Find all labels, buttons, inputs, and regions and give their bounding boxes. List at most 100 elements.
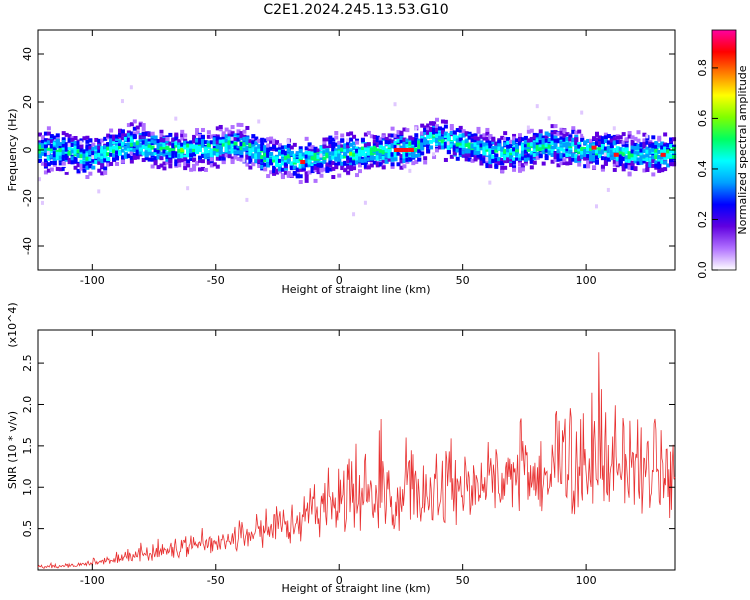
heatmap-cell bbox=[236, 135, 241, 140]
heatmap-cell bbox=[224, 145, 229, 150]
heatmap-cell bbox=[251, 142, 256, 147]
heatmap-cell bbox=[269, 159, 274, 164]
heatmap-cell bbox=[654, 145, 659, 150]
heatmap-cell bbox=[627, 162, 632, 167]
heatmap-cell bbox=[352, 212, 356, 217]
heatmap-cell bbox=[109, 128, 114, 133]
heatmap-cell bbox=[195, 128, 200, 133]
heatmap-cell bbox=[174, 143, 179, 148]
heatmap-cell bbox=[654, 165, 659, 170]
heatmap-cell bbox=[574, 158, 579, 163]
heatmap-cell bbox=[600, 139, 605, 144]
heatmap-cell bbox=[651, 135, 656, 140]
heatmap-cell bbox=[186, 151, 191, 156]
heatmap-cell bbox=[298, 154, 303, 159]
heatmap-cell bbox=[97, 138, 102, 143]
heatmap-cell bbox=[512, 141, 517, 146]
heatmap-cell bbox=[64, 170, 69, 175]
heatmap-cell bbox=[150, 139, 155, 144]
colorbar-tick-label: 0.2 bbox=[696, 211, 709, 229]
heatmap-cell bbox=[192, 139, 197, 144]
heatmap-cell bbox=[266, 137, 271, 142]
heatmap-cell bbox=[257, 119, 261, 124]
heatmap-cell bbox=[61, 166, 66, 171]
heatmap-cell bbox=[40, 200, 44, 205]
heatmap-cell bbox=[192, 144, 197, 149]
heatmap-cell bbox=[597, 150, 602, 155]
heatmap-cell bbox=[366, 157, 371, 162]
heatmap-cell bbox=[162, 149, 167, 154]
heatmap-cell bbox=[197, 155, 202, 160]
heatmap-cell bbox=[420, 138, 425, 143]
heatmap-cell bbox=[491, 137, 496, 142]
heatmap-cell bbox=[500, 152, 505, 157]
heatmap-cell bbox=[46, 155, 51, 160]
heatmap-cell bbox=[55, 151, 60, 156]
heatmap-cell bbox=[334, 162, 339, 167]
heatmap-cell bbox=[396, 138, 401, 143]
heatmap-cell bbox=[612, 141, 617, 146]
heatmap-cell bbox=[464, 149, 469, 154]
heatmap-cell bbox=[435, 124, 440, 129]
heatmap-cell bbox=[266, 163, 271, 168]
heatmap-cell bbox=[526, 153, 531, 158]
heatmap-cell bbox=[517, 133, 522, 138]
heatmap-cell bbox=[307, 163, 312, 168]
heatmap-cell bbox=[67, 134, 72, 139]
heatmap-cell bbox=[61, 154, 66, 159]
heatmap-cell bbox=[645, 164, 650, 169]
heatmap-cell bbox=[162, 143, 167, 148]
heatmap-cell bbox=[307, 148, 312, 153]
heatmap-cell bbox=[67, 145, 72, 150]
heatmap-cell bbox=[156, 165, 161, 170]
heatmap-cell bbox=[523, 135, 528, 140]
heatmap-cell bbox=[126, 137, 131, 142]
heatmap-cell bbox=[203, 153, 208, 158]
heatmap-cell bbox=[260, 158, 265, 163]
heatmap-cell bbox=[627, 171, 632, 176]
heatmap-cell bbox=[289, 173, 294, 178]
heatmap-cell bbox=[357, 149, 362, 154]
heatmap-cell bbox=[64, 147, 69, 152]
heatmap-cell bbox=[491, 146, 496, 151]
heatmap-cell bbox=[396, 130, 401, 135]
heatmap-cell bbox=[651, 147, 656, 152]
heatmap-cell bbox=[603, 152, 607, 157]
heatmap-cell bbox=[322, 156, 327, 161]
heatmap-cell bbox=[461, 140, 466, 145]
heatmap-cell bbox=[437, 133, 442, 138]
heatmap-cell bbox=[669, 158, 674, 163]
heatmap-cell bbox=[192, 163, 197, 168]
heatmap-cell bbox=[396, 151, 401, 156]
heatmap-cell bbox=[195, 138, 200, 143]
heatmap-cell bbox=[660, 155, 665, 160]
heatmap-cell bbox=[245, 139, 250, 144]
heatmap-cell bbox=[192, 134, 197, 139]
heatmap-cell bbox=[464, 132, 469, 137]
heatmap-cell bbox=[509, 163, 514, 168]
heatmap-cell bbox=[183, 161, 188, 166]
heatmap-cell bbox=[517, 136, 522, 141]
heatmap-cell bbox=[340, 166, 345, 171]
heatmap-cell bbox=[657, 135, 662, 140]
heatmap-cell bbox=[657, 149, 662, 154]
heatmap-cell bbox=[618, 135, 623, 140]
heatmap-cell bbox=[378, 149, 383, 154]
heatmap-cell bbox=[129, 155, 134, 160]
heatmap-cell bbox=[109, 148, 114, 153]
heatmap-cell bbox=[390, 126, 395, 131]
heatmap-cell bbox=[200, 143, 205, 148]
heatmap-cell bbox=[485, 131, 490, 136]
heatmap-cell bbox=[233, 155, 238, 160]
heatmap-cell bbox=[49, 160, 54, 165]
snr-y-tick-label: 0.5 bbox=[21, 520, 34, 538]
heatmap-cell bbox=[666, 163, 671, 168]
heatmap-cell bbox=[485, 145, 490, 150]
heatmap-cell bbox=[446, 150, 451, 155]
heatmap-cell bbox=[186, 147, 191, 152]
heatmap-cell bbox=[162, 161, 167, 166]
heatmap-cell bbox=[343, 148, 348, 153]
heatmap-cell bbox=[411, 137, 416, 142]
heatmap-cell bbox=[120, 99, 124, 104]
heatmap-cell bbox=[360, 161, 365, 166]
